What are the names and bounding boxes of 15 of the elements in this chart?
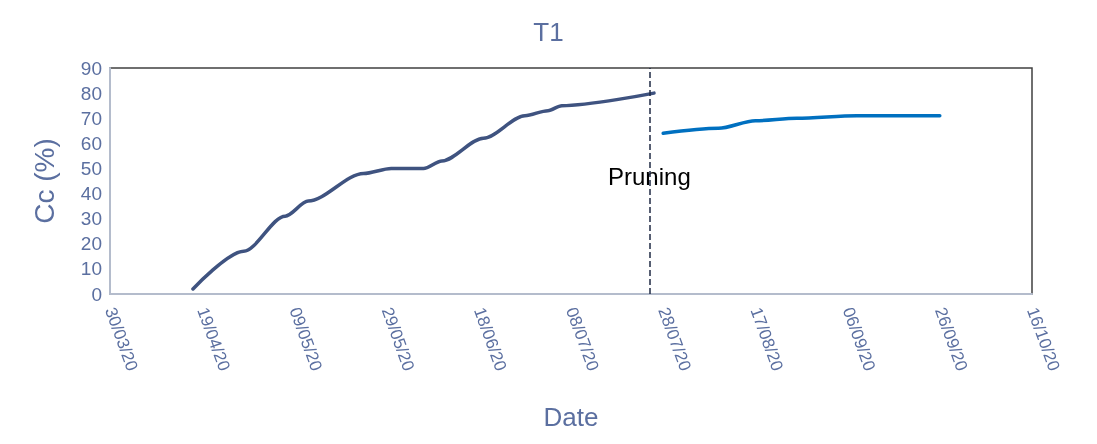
y-tick-label: 90 bbox=[80, 57, 102, 79]
y-tick-label: 40 bbox=[80, 183, 102, 205]
y-axis-title: Cc (%) bbox=[28, 138, 60, 224]
y-tick-label: 80 bbox=[80, 82, 102, 104]
y-tick-label: 20 bbox=[80, 233, 102, 255]
line-series bbox=[661, 113, 942, 136]
y-tick-label: 70 bbox=[80, 107, 102, 129]
y-tick-label: 0 bbox=[91, 283, 102, 305]
y-tick-label: 50 bbox=[80, 157, 102, 179]
y-tick-label: 60 bbox=[80, 132, 102, 154]
chart-title: T1 bbox=[533, 17, 564, 47]
y-tick-label: 30 bbox=[80, 208, 102, 230]
x-axis-title: Date bbox=[543, 402, 599, 432]
ref-line-label: Pruning bbox=[608, 162, 691, 190]
y-tick-label: 10 bbox=[80, 258, 102, 280]
